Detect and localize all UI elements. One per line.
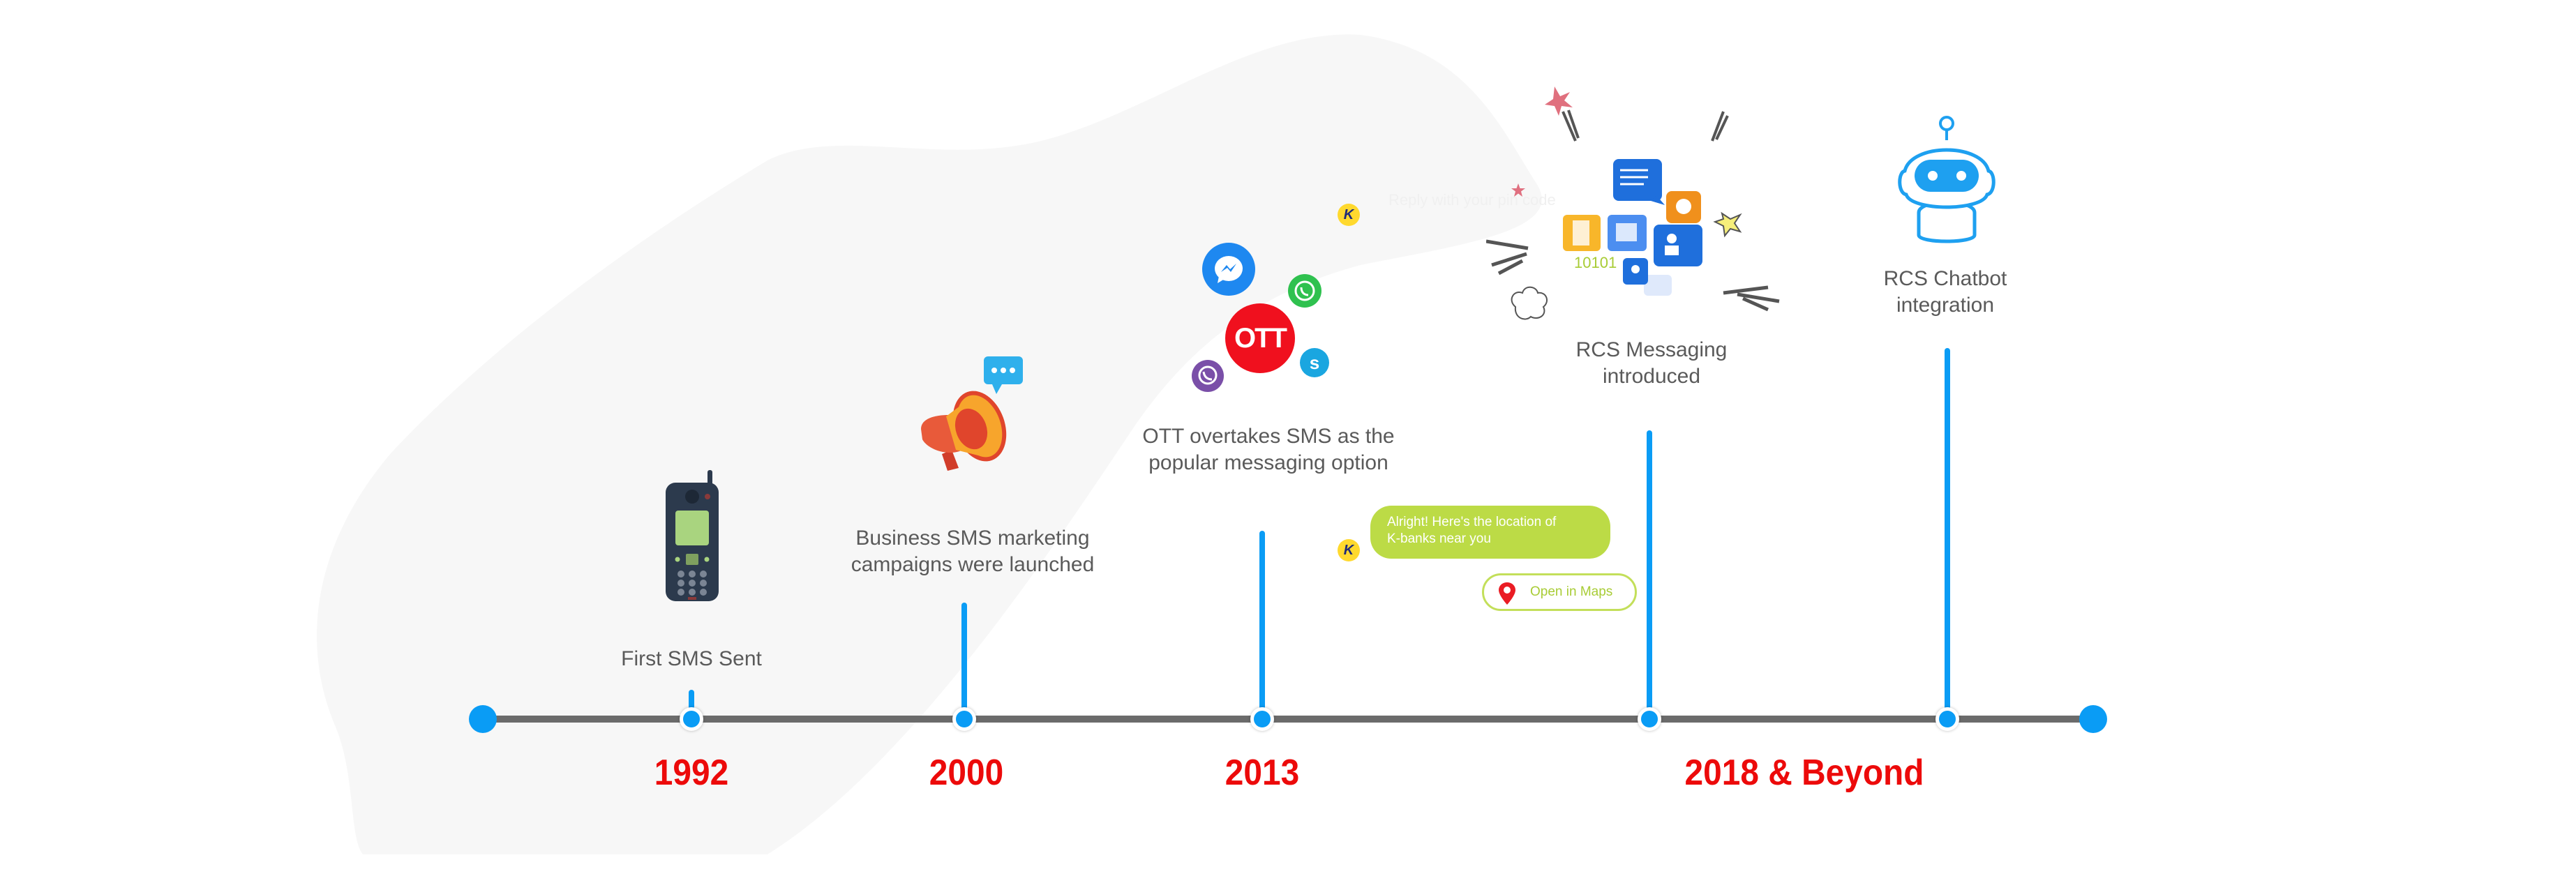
label-line: introduced — [1602, 365, 1701, 388]
milestone-stem-2013 — [1259, 531, 1265, 718]
star-icon — [1511, 183, 1525, 197]
retro-mobile-phone-icon — [666, 470, 719, 601]
label-line: Business SMS marketing — [855, 527, 1090, 550]
milestone-node-chatbot — [1935, 707, 1959, 731]
megaphone-icon — [921, 356, 1023, 471]
milestone-label-2013: OTT overtakes SMS as the popular messagi… — [1059, 423, 1478, 476]
viber-icon — [1192, 360, 1224, 392]
timeline-end-dot — [2079, 705, 2107, 733]
open-in-maps-button[interactable]: Open in Maps — [1482, 573, 1637, 611]
faint-prompt-text: Reply with your pin code — [1388, 191, 1556, 209]
milestone-label-chatbot: RCS Chatbot integration — [1736, 266, 2155, 319]
milestone-stem-2000 — [961, 603, 967, 718]
milestone-label-2000: Business SMS marketing campaigns were la… — [763, 525, 1182, 578]
chat-bubble: Alright! Here's the location of K-banks … — [1370, 506, 1610, 559]
rcs-rich-messages-icon — [1486, 86, 1780, 320]
year-label-2013: 2013 — [1225, 753, 1300, 793]
milestone-stem-chatbot — [1945, 348, 1950, 718]
milestone-label-1992: First SMS Sent — [621, 647, 762, 670]
year-label-1992: 1992 — [654, 753, 729, 793]
label-line: RCS Messaging — [1575, 338, 1728, 361]
milestone-stem-rcs — [1647, 430, 1652, 718]
milestone-node-2013 — [1250, 707, 1274, 731]
chat-bubble-line: K-banks near you — [1387, 531, 1491, 546]
open-in-maps-label: Open in Maps — [1530, 584, 1613, 599]
label-line: RCS Chatbot — [1883, 267, 2007, 290]
timeline-start-dot — [469, 705, 497, 733]
milestone-node-1992 — [680, 707, 703, 731]
label-line: popular messaging option — [1148, 451, 1388, 474]
brand-k-logo: K — [1338, 539, 1360, 561]
whatsapp-icon — [1288, 274, 1321, 308]
label-line: campaigns were launched — [851, 553, 1095, 576]
label-line: OTT overtakes SMS as the — [1142, 425, 1395, 448]
messenger-icon — [1202, 243, 1255, 296]
timeline-axis — [483, 716, 2093, 723]
milestone-label-rcs: RCS Messaging introduced — [1442, 337, 1861, 390]
milestone-node-rcs — [1638, 707, 1661, 731]
ott-badge: OTT — [1225, 303, 1295, 373]
map-pin-icon — [1499, 582, 1515, 605]
skype-icon: s — [1300, 348, 1329, 377]
brand-k-logo: K — [1338, 204, 1360, 226]
milestone-node-2000 — [952, 707, 976, 731]
binary-text: 10101 — [1574, 254, 1617, 271]
year-label-2000: 2000 — [929, 753, 1004, 793]
milestone-stem-1992 — [689, 690, 694, 718]
year-label-2018-beyond: 2018 & Beyond — [1684, 753, 1924, 793]
label-line: integration — [1896, 294, 1995, 317]
robot-icon — [1898, 116, 1995, 243]
chat-bubble-line: Alright! Here's the location of — [1387, 515, 1557, 529]
